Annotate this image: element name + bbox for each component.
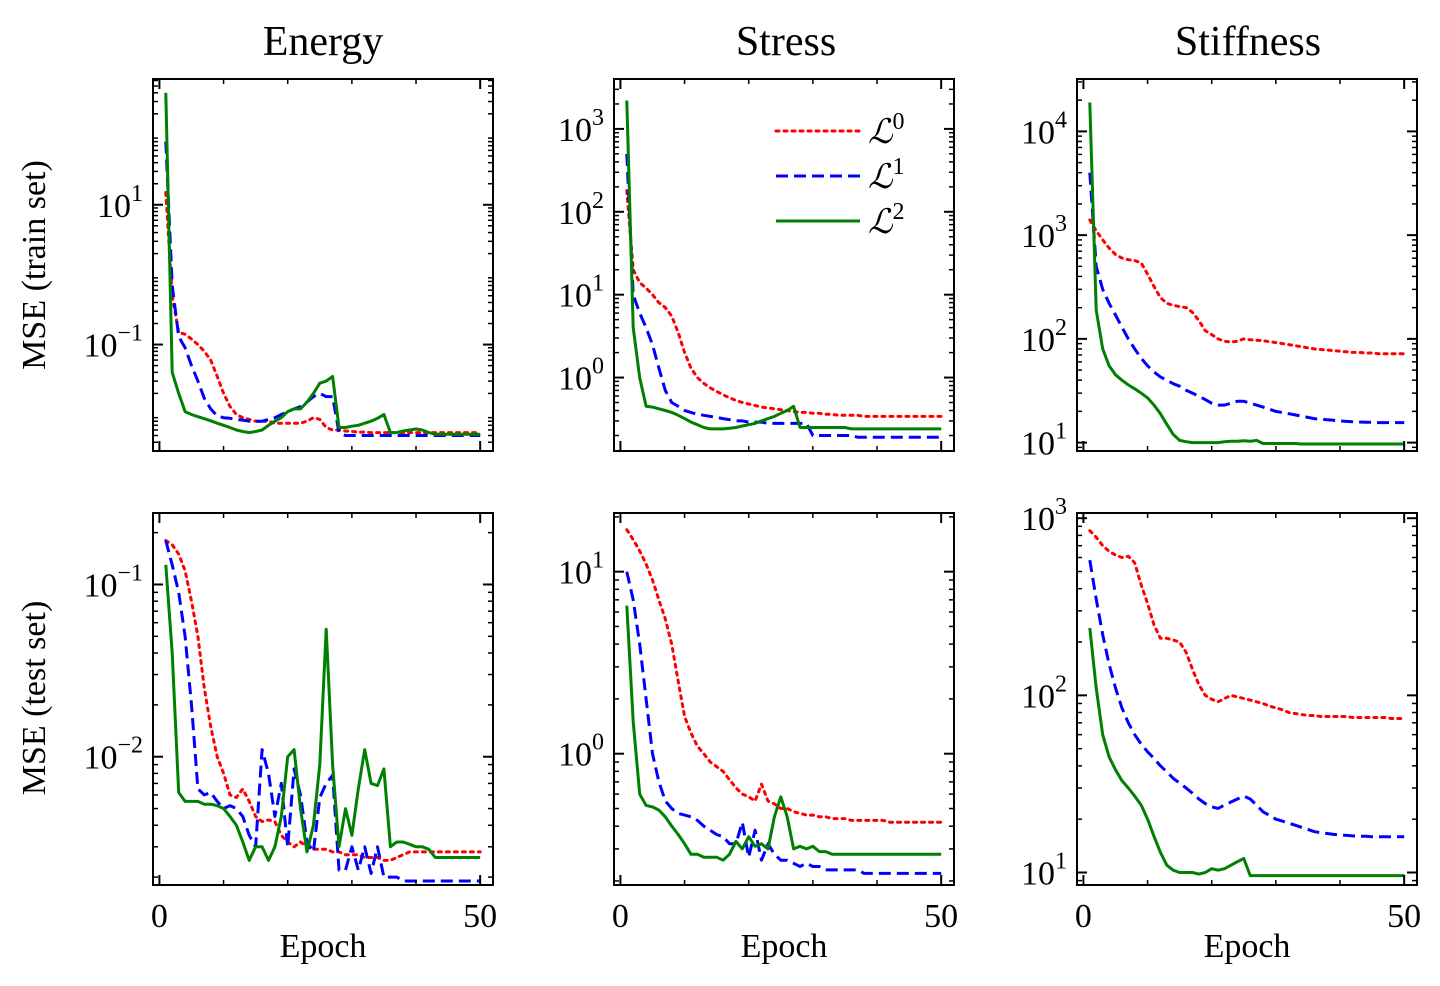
panel-stiffness-test: 101 102 103 0 50 Epoch	[1021, 494, 1421, 965]
y-tick-label-stress-train: 103	[558, 105, 604, 149]
series-l0-stiffness-test	[1088, 529, 1406, 720]
y-tick-label-stiffness-train: 101	[1021, 419, 1067, 463]
x-tick-label-stress-test: 50	[924, 898, 958, 935]
series-l1-stiffness-test	[1088, 559, 1405, 839]
x-tick-label-stiffness-test: 50	[1387, 898, 1421, 935]
panel-energy-train: 10−1 101	[83, 78, 494, 452]
y-tick-label-stiffness-train: 103	[1021, 211, 1067, 255]
col-title-energy: Energy	[263, 19, 384, 65]
axes-frame-energy-test	[152, 512, 494, 886]
legend-symbol-l2: ℒ	[868, 204, 894, 241]
series-l2-stress-train	[625, 100, 942, 431]
series-l0-stiffness-train	[1088, 218, 1406, 356]
y-tick-label-stiffness-test: 103	[1021, 494, 1067, 538]
y-tick-label-stress-train: 100	[558, 354, 604, 398]
legend-label-l2: ℒ2	[868, 199, 905, 241]
axes-frame-energy-train	[152, 78, 494, 452]
y-tick-label-stress-train: 102	[558, 188, 604, 232]
series-l2-energy-test	[164, 564, 481, 862]
y-tick-label-stress-train: 101	[558, 271, 604, 315]
x-tick-label-stiffness-test: 0	[1075, 898, 1092, 935]
series-l2-stiffness-test	[1088, 627, 1405, 878]
y-tick-label-stiffness-train: 102	[1021, 315, 1067, 359]
row-label-train: MSE (train set)	[16, 160, 53, 370]
y-tick-label-energy-test: 10−1	[83, 560, 143, 604]
x-tick-label-energy-test: 50	[463, 898, 497, 935]
x-axis-label-energy-test: Epoch	[280, 928, 367, 965]
y-tick-label-stress-test: 101	[558, 548, 604, 592]
legend: ℒ0 ℒ1 ℒ2	[774, 109, 905, 241]
axes-frame-stiffness-test	[1076, 512, 1418, 886]
series-l1-energy-train	[164, 141, 481, 437]
series-l2-stiffness-train	[1088, 102, 1405, 446]
panel-energy-test: 10−2 10−1 0 50 Epoch	[83, 512, 497, 965]
y-tick-label-stiffness-test: 102	[1021, 671, 1067, 715]
legend-symbol-l0: ℒ	[868, 114, 894, 151]
series-l2-energy-train	[164, 92, 481, 436]
x-tick-label-stress-test: 0	[612, 898, 629, 935]
series-l0-energy-test	[164, 539, 482, 862]
y-tick-label-stiffness-train: 104	[1021, 107, 1067, 151]
axes-frame-stress-test	[613, 512, 955, 886]
x-axis-label-stress-test: Epoch	[741, 928, 828, 965]
series-l1-stiffness-train	[1088, 172, 1405, 425]
legend-sup-l2: 2	[893, 199, 905, 225]
panel-stress-test: 100 101 0 50 Epoch	[558, 512, 958, 965]
series-l1-stress-test	[625, 571, 942, 875]
legend-symbol-l1: ℒ	[868, 159, 894, 196]
y-tick-label-stiffness-test: 101	[1021, 848, 1067, 892]
legend-sup-l0: 0	[893, 109, 905, 135]
series-l0-stress-test	[625, 528, 943, 824]
x-axis-label-stiffness-test: Epoch	[1204, 928, 1291, 965]
axes-frame-stress-train	[613, 78, 955, 452]
y-tick-label-energy-test: 10−2	[83, 733, 143, 777]
legend-label-l1: ℒ1	[868, 154, 905, 196]
y-tick-label-energy-train: 101	[97, 181, 143, 225]
axes-frame-stiffness-train	[1076, 78, 1418, 452]
series-l1-energy-test	[164, 540, 481, 883]
series-l1-stress-train	[625, 153, 942, 439]
legend-sup-l1: 1	[893, 154, 905, 180]
y-tick-label-stress-test: 100	[558, 730, 604, 774]
y-tick-label-energy-train: 10−1	[83, 321, 143, 365]
col-title-stress: Stress	[736, 19, 836, 65]
panel-stiffness-train: 101 102 103 104	[1021, 78, 1418, 463]
row-label-test: MSE (test set)	[16, 601, 53, 796]
col-title-stiffness: Stiffness	[1175, 19, 1321, 65]
legend-label-l0: ℒ0	[868, 109, 905, 151]
series-l2-stress-test	[625, 605, 942, 862]
panels: 10−110110010110210310110210310410−210−10…	[83, 78, 1421, 965]
x-tick-label-energy-test: 0	[151, 898, 168, 935]
series-l0-stress-train	[625, 189, 943, 418]
